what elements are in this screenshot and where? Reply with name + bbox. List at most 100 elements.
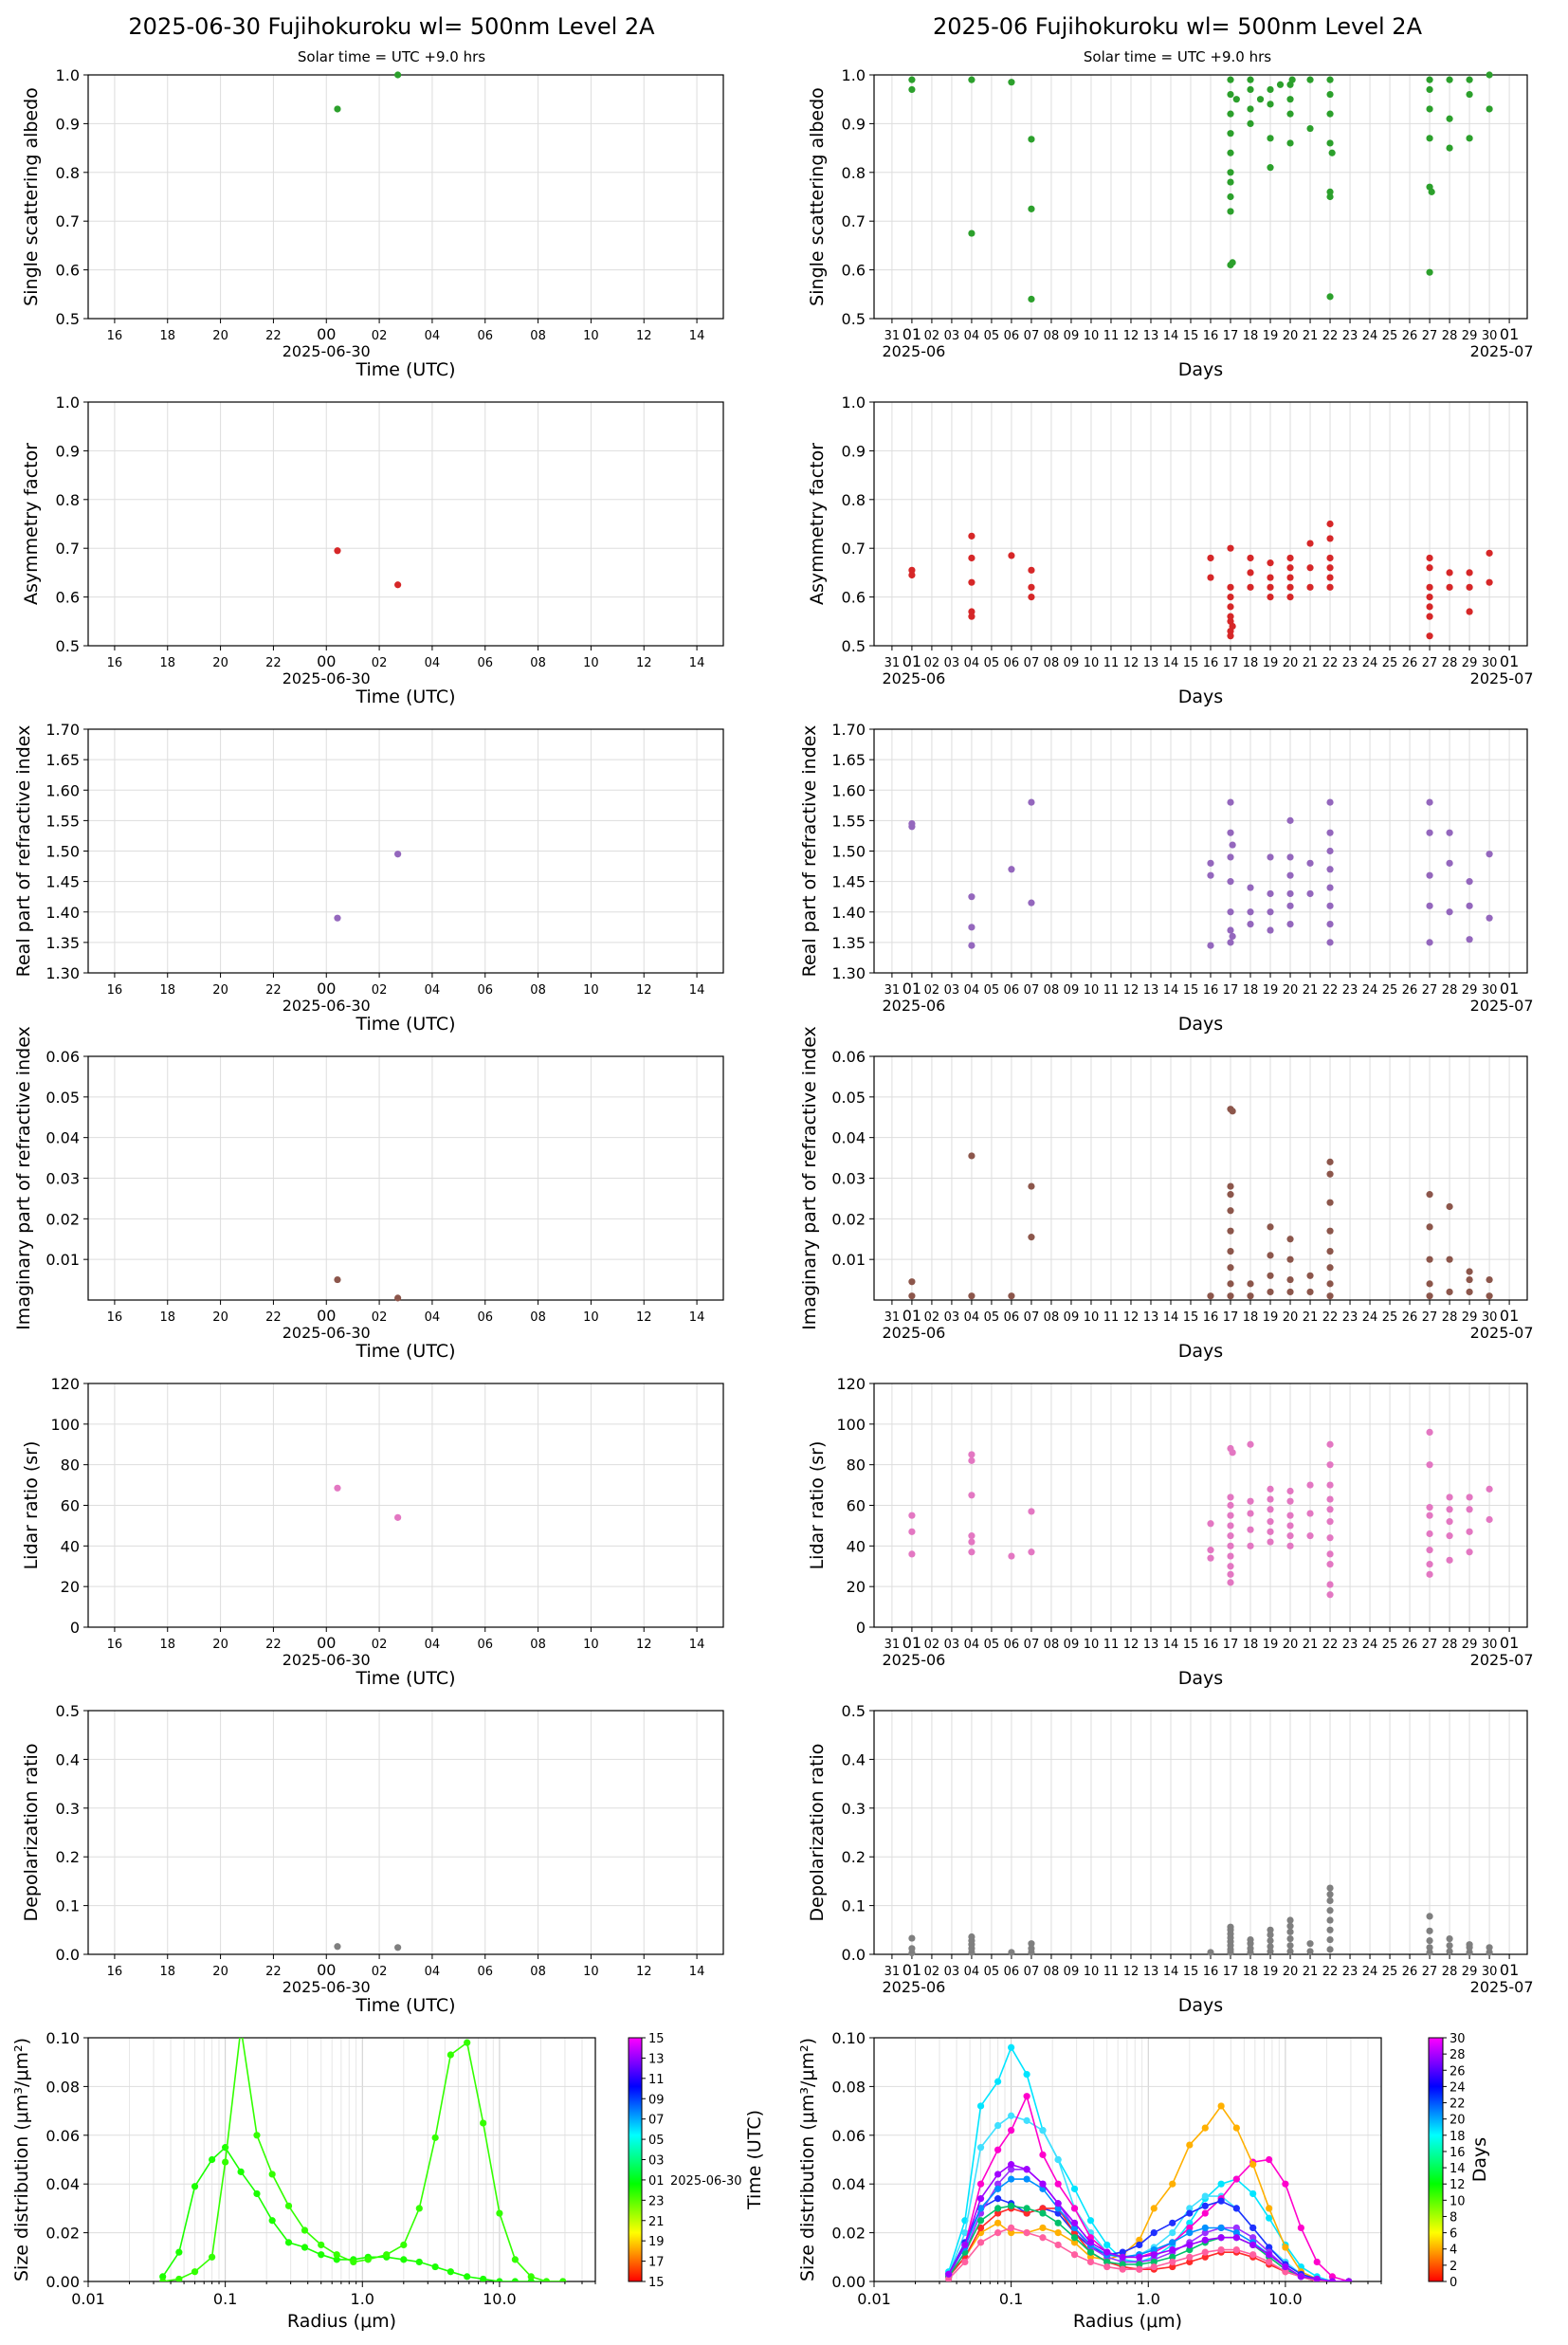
x-tick-label: 28	[1442, 1310, 1458, 1325]
x-tick-label: 01	[903, 325, 921, 343]
data-point	[1267, 926, 1274, 934]
x-date-label: 2025-06-30	[283, 997, 371, 1015]
x-tick-label: 08	[530, 329, 546, 343]
data-point	[1326, 921, 1334, 928]
y-axis-title: Depolarization ratio	[807, 1744, 828, 1922]
x-tick-label: 18	[1243, 656, 1259, 670]
y-tick-label: 1.55	[831, 812, 866, 830]
data-point	[1229, 1449, 1236, 1456]
data-point	[1286, 1916, 1294, 1924]
series-point	[284, 2239, 293, 2246]
y-tick-label: 1.65	[831, 751, 866, 769]
data-point	[1227, 1532, 1234, 1540]
asy-monthly-panel: 0.50.60.70.80.91.031 01 02 03 04 05 06 07 08 09 10…	[807, 394, 1534, 707]
data-point	[1326, 139, 1334, 147]
x-date-label: 2025-06-30	[283, 342, 371, 360]
data-point	[1426, 76, 1433, 83]
x-tick-label: 25	[1382, 1638, 1398, 1652]
x-axis-title: Time (UTC)	[355, 1014, 455, 1035]
x-tick-label: 10.0	[1268, 2290, 1303, 2308]
data-point	[1286, 139, 1294, 147]
x-tick-label: 04	[964, 1638, 980, 1652]
x-tick-label: 22	[1322, 983, 1339, 998]
series-point	[415, 2258, 423, 2266]
series-point	[1086, 2239, 1095, 2246]
x-tick-label: 17	[1223, 1310, 1239, 1325]
data-point	[1286, 871, 1294, 879]
x-tick-label: 20	[1283, 656, 1299, 670]
x-tick-label: 26	[1402, 983, 1418, 998]
data-point	[1286, 110, 1294, 118]
iri-daily-panel: 0.01 0.02 0.03 0.04 0.05 0.06 16 18 20 22 00 02 04 06…	[13, 1026, 724, 1362]
y-tick-label: 0.02	[46, 2225, 80, 2243]
x-tick-label: 31	[884, 1638, 901, 1652]
x-tick-label: 09	[1064, 329, 1080, 343]
data-point	[394, 851, 402, 858]
data-point	[1286, 1288, 1294, 1296]
series-point	[1008, 2175, 1015, 2183]
series-point	[496, 2278, 503, 2281]
x-tick-label: 26	[1402, 1965, 1418, 1979]
series-point	[415, 2205, 423, 2212]
y-tick-label: 0.8	[842, 164, 866, 182]
data-point	[1267, 559, 1274, 567]
colorbar-title: Days	[1469, 2137, 1490, 2182]
x-tick-label: 01	[1500, 1307, 1519, 1325]
data-point	[1227, 169, 1234, 176]
x-tick-label: 16	[1203, 1310, 1219, 1325]
series-point	[1169, 2263, 1176, 2271]
data-point	[1286, 1942, 1294, 1950]
series-point	[1217, 2102, 1225, 2110]
data-point	[1446, 1556, 1453, 1564]
data-point	[1326, 1481, 1334, 1489]
x-tick-label: 06	[1004, 329, 1020, 343]
series-point	[447, 2268, 454, 2276]
x-tick-label: 15	[1183, 1638, 1199, 1652]
x-tick-label: 01	[903, 1961, 921, 1979]
data-point	[1486, 578, 1493, 586]
data-point	[1227, 939, 1234, 946]
y-tick-label: 1.60	[46, 781, 80, 799]
x-tick-label: 21	[1303, 656, 1319, 670]
x-tick-label: 02	[372, 329, 388, 343]
x-tick-label: 03	[944, 1965, 960, 1979]
series-point	[318, 2251, 325, 2259]
data-point	[1227, 90, 1234, 99]
y-axis-title: Imaginary part of refractive index	[799, 1026, 820, 1330]
series-point	[383, 2251, 391, 2259]
x-tick-label: 08	[1044, 1965, 1060, 1979]
x-tick-label: 12	[636, 1965, 652, 1979]
y-tick-label: 40	[61, 1537, 80, 1555]
series-point	[480, 2275, 487, 2281]
x-tick-label: 02	[372, 656, 388, 670]
x-tick-label: 08	[530, 983, 546, 998]
series-point	[400, 2241, 408, 2249]
series-point	[1119, 2261, 1126, 2268]
series-point	[1201, 2229, 1209, 2237]
series-point	[1282, 2180, 1289, 2188]
series-point	[994, 2209, 1002, 2217]
y-tick-label: 1.0	[842, 66, 866, 84]
x-tick-label: 0.1	[999, 2290, 1023, 2308]
data-point	[1328, 149, 1336, 156]
y-tick-label: 0.04	[831, 2175, 866, 2193]
data-point	[1267, 101, 1274, 108]
series-point	[976, 2144, 985, 2152]
data-point	[1326, 192, 1334, 201]
y-tick-label: 0.4	[842, 1750, 866, 1768]
colorbar-tick-label: 2	[1449, 2260, 1457, 2274]
y-tick-label: 0.5	[56, 310, 80, 328]
series-point	[1150, 2205, 1158, 2212]
x-tick-label: 00	[317, 980, 336, 998]
series-point	[511, 2256, 519, 2263]
x-tick-label: 22	[265, 1310, 282, 1325]
data-point	[1426, 1944, 1433, 1951]
data-point	[1466, 608, 1473, 615]
x-tick-label: 01	[903, 980, 921, 998]
data-point	[1207, 942, 1214, 949]
data-point	[1426, 1913, 1433, 1920]
series-point	[1070, 2251, 1079, 2259]
data-point	[1306, 540, 1314, 547]
